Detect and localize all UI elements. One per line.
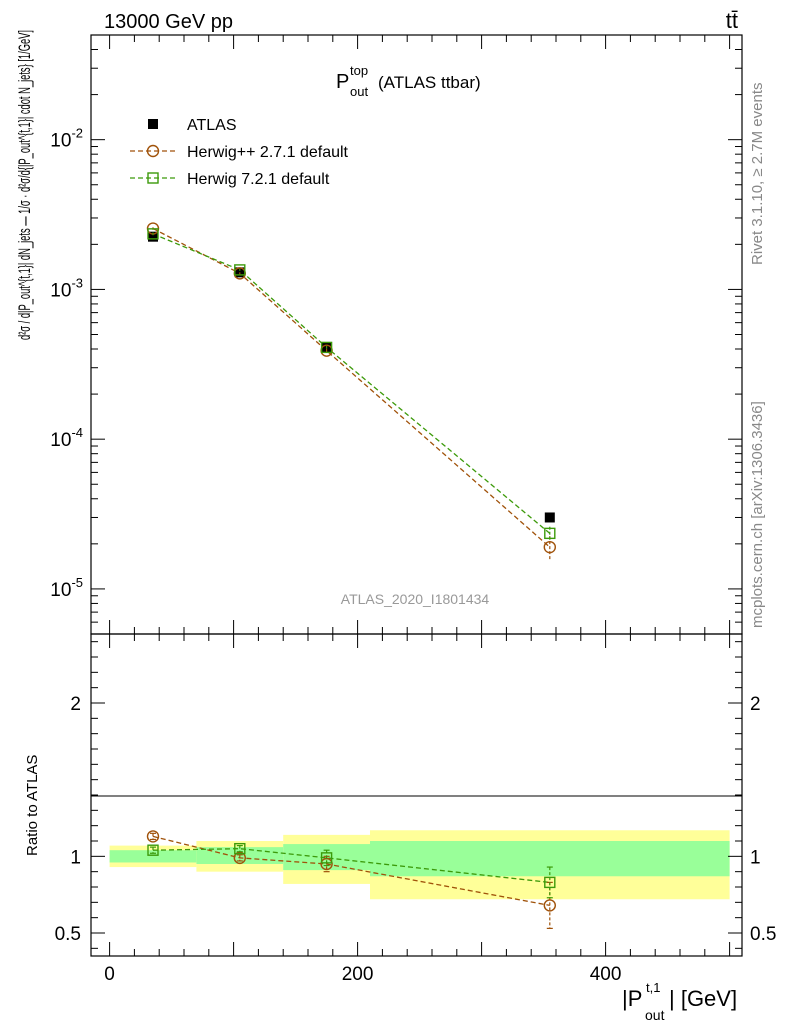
plot-title: P top out (ATLAS ttbar) [336, 63, 481, 99]
x-label-main: |P [622, 986, 642, 1011]
mcplots-label: mcplots.cern.ch [arXiv:1306.3436] [749, 401, 766, 628]
main-panel: 10-5 10-4 10-3 10-2 ATLAS_2020_I1801434 [50, 34, 743, 635]
main-y-tick-label: 10-5 [50, 575, 83, 601]
ratio-y-tick-label-right: 2 [750, 694, 761, 715]
legend-label: Herwig++ 2.7.1 default [187, 144, 349, 161]
main-y-tick-label: 10-2 [50, 126, 83, 152]
ratio-y-tick-label: 0.5 [55, 924, 81, 945]
legend-marker [148, 119, 158, 129]
ratio-band-stat [109, 850, 197, 863]
data-point [543, 540, 556, 554]
series-line [152, 233, 551, 534]
analysis-watermark: ATLAS_2020_I1801434 [341, 591, 490, 607]
title-sup: top [350, 63, 368, 78]
title-suffix: (ATLAS ttbar) [378, 73, 481, 92]
rivet-label: Rivet 3.1.10, ≥ 2.7M events [749, 83, 766, 266]
data-point [234, 264, 246, 276]
legend-label: Herwig 7.2.1 default [187, 171, 330, 188]
data-point [544, 512, 555, 523]
ratio-series-line [152, 848, 550, 884]
data-point [320, 341, 333, 354]
main-y-tick-labels: 10-5 10-4 10-3 10-2 [50, 126, 83, 601]
ratio-data-point [234, 842, 246, 855]
title-sub: out [350, 84, 368, 99]
ratio-y-label: Ratio to ATLAS [24, 755, 41, 856]
legend-marker [146, 144, 160, 158]
legend-label: ATLAS [187, 117, 237, 134]
ratio-data-point [544, 876, 556, 889]
ratio-panel: 0.5 1 2 0.5 1 2 Ratio to ATLAS [24, 633, 776, 957]
main-y-tick-label: 10-4 [50, 425, 83, 451]
ratio-data-point [233, 851, 247, 865]
x-tick-label: 400 [590, 964, 622, 985]
ratio-data-point [146, 830, 160, 843]
energy-label: 13000 GeV pp [104, 11, 233, 33]
ratio-y-tick-label-right: 0.5 [750, 924, 776, 945]
data-point [544, 527, 556, 540]
process-label: tt̄ [726, 8, 738, 33]
y-axis-label: d²σ / d|P_out^{t,1}| dN_jets — 1/σ · d²σ… [15, 30, 34, 340]
legend-marker [147, 172, 159, 184]
main-data-layer [146, 222, 556, 561]
ratio-y-tick-label: 2 [70, 694, 81, 715]
x-tick-labels: 0 200 400 [104, 964, 621, 985]
ratio-data-point [320, 857, 333, 871]
ratio-ticks [91, 634, 742, 956]
ratio-data-point [147, 844, 159, 856]
ratio-y-tick-label-right: 1 [750, 847, 761, 868]
ratio-y-tick-labels: 0.5 1 2 [55, 694, 81, 945]
ratio-y-tick-labels-right: 0.5 1 2 [750, 694, 776, 945]
main-y-tick-label: 10-3 [50, 275, 83, 301]
data-point [148, 231, 158, 242]
x-tick-label: 200 [342, 964, 374, 985]
x-label-sub: out [645, 1007, 665, 1023]
ratio-y-tick-label: 1 [70, 847, 81, 868]
ratio-bands [109, 830, 730, 900]
ratio-data-point [543, 899, 556, 912]
x-label-suffix: | [GeV] [669, 986, 737, 1011]
ratio-band-stat [370, 841, 730, 877]
ratio-frame [90, 633, 743, 957]
ratio-series-line [152, 835, 550, 907]
data-point [147, 228, 159, 240]
x-tick-label: 0 [104, 964, 115, 985]
x-axis-label: |P t,1 out | [GeV] [622, 980, 737, 1023]
legend: ATLAS Herwig++ 2.7.1 default Herwig 7.2.1 … [130, 117, 349, 188]
title-main: P [336, 71, 349, 93]
ratio-data-layer [146, 830, 556, 930]
x-label-sup: t,1 [646, 980, 660, 995]
ratio-data-point [320, 852, 333, 864]
series-line [152, 227, 551, 548]
main-ticks [91, 34, 742, 634]
